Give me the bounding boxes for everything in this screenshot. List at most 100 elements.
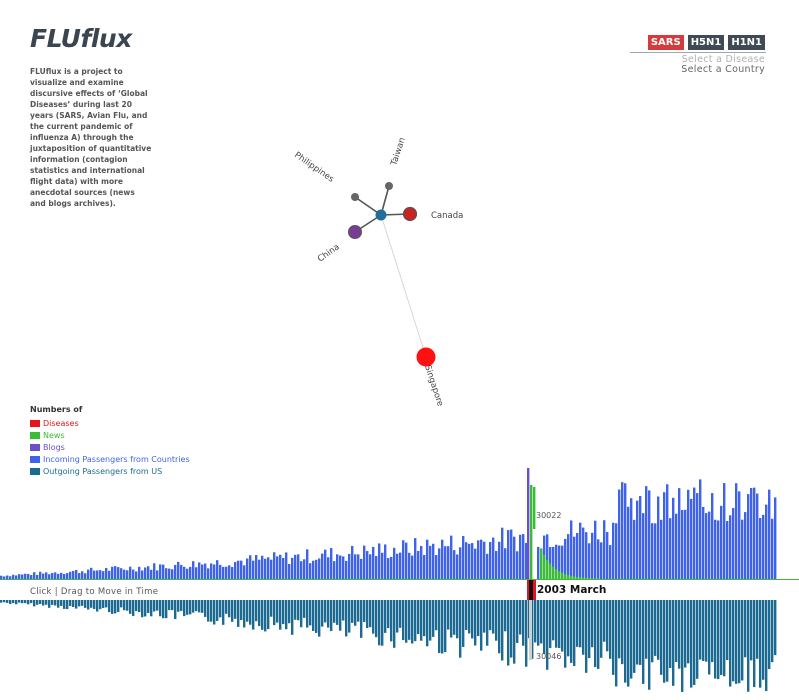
incoming-bar [525,542,528,579]
outgoing-bar [330,600,333,632]
legend-label: Outgoing Passengers from US [43,466,163,476]
outgoing-bar [735,600,738,684]
outgoing-bar [447,600,450,630]
canada-node[interactable] [402,206,418,222]
incoming-bar [147,566,150,579]
incoming-bar [171,569,174,579]
incoming-bar [30,575,33,579]
china-node[interactable] [348,225,362,239]
outgoing-bar [354,600,357,626]
outgoing-bar [411,600,414,644]
incoming-bar [753,487,756,579]
legend-label: Blogs [43,442,65,452]
outgoing-bar [693,600,696,686]
outgoing-bar [45,600,48,605]
outgoing-bar [87,600,90,610]
incoming-bar [459,547,462,579]
incoming-bar [312,560,315,579]
news-bar [561,572,564,579]
outgoing-bar [357,600,360,622]
outgoing-bar [426,600,429,647]
incoming-bar [741,519,744,579]
incoming-bar [765,504,768,579]
outgoing-bar [567,600,570,657]
outgoing-bar [111,600,114,614]
incoming-bar [234,562,237,579]
outgoing-bar [486,600,489,646]
incoming-bar [687,489,690,579]
outgoing-bar [297,600,300,621]
incoming-bar [681,509,684,579]
outgoing-bar [717,600,720,680]
philippines-node[interactable] [351,193,359,201]
legend-swatch [30,431,40,439]
incoming-bar [639,495,642,579]
incoming-bar [441,539,444,579]
outgoing-bar [21,600,24,604]
outgoing-bar [306,600,309,628]
incoming-bar [318,558,321,579]
incoming-bar [519,534,522,579]
outgoing-bar [63,600,66,609]
tab-sars[interactable]: SARS [647,35,684,50]
singapore-node[interactable] [416,347,436,367]
outgoing-bar [456,600,459,639]
outgoing-bar [81,600,84,606]
outgoing-bar [294,600,297,620]
incoming-bar [33,572,36,579]
incoming-bar [324,549,327,579]
news-bars [527,468,600,580]
outgoing-bar [48,600,51,608]
tab-h5n1[interactable]: H5N1 [687,35,725,50]
outgoing-bar [177,600,180,612]
incoming-bar [60,572,63,579]
select-country-link[interactable]: Select a Country [681,64,765,75]
incoming-bar [282,557,285,579]
outgoing-bar [219,600,222,618]
incoming-bar [276,556,279,579]
incoming-bar [180,564,183,579]
incoming-bar [120,568,123,579]
incoming-bar [24,573,27,579]
outgoing-bar [639,600,642,665]
outgoing-bar [771,600,774,663]
incoming-bar [177,561,180,579]
incoming-bar [87,569,90,579]
incoming-bar [498,541,501,579]
news-bar [570,575,573,579]
outgoing-bar [363,600,366,622]
incoming-bar [465,542,468,579]
outgoing-bar [90,600,93,608]
incoming-bar [675,513,678,579]
incoming-bar [552,546,555,579]
incoming-bar [585,532,588,579]
incoming-bar [507,530,510,579]
outgoing-bar [660,600,663,675]
outgoing-bar [288,600,291,624]
outgoing-bar [345,600,348,637]
incoming-bar [153,563,156,579]
incoming-bar [513,536,516,579]
incoming-bar [255,554,258,579]
incoming-bar [582,527,585,579]
taiwan-node[interactable] [385,182,393,190]
outgoing-bar [690,600,693,688]
outgoing-bar [765,600,768,692]
incoming-bar [219,564,222,579]
incoming-bar [342,556,345,579]
outgoing-bar [669,600,672,669]
select-disease-link[interactable]: Select a Disease [681,54,765,65]
outgoing-bar [195,600,198,612]
timeline-scrub-strip[interactable] [0,580,799,600]
outgoing-bar [348,600,351,633]
outgoing-bar [18,600,21,603]
outgoing-bar [99,600,102,610]
outgoing-bar [480,600,483,651]
incoming-bar [537,546,540,579]
incoming-bar [618,489,621,579]
incoming-bar [279,554,282,579]
tab-h1n1[interactable]: H1N1 [728,35,765,50]
outgoing-bar [54,600,57,606]
hub-node[interactable] [375,209,387,221]
